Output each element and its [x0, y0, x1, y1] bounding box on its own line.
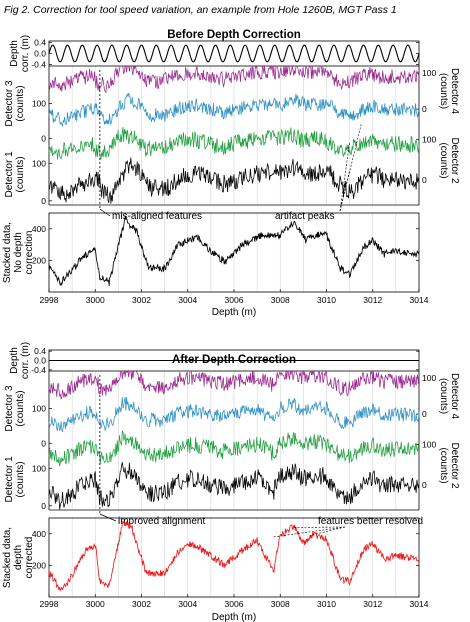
annotation-artifact-peaks: artifact peaks — [275, 211, 334, 222]
annotation-leader — [99, 208, 111, 217]
annotation-leader — [310, 526, 346, 536]
x-tick-label: 3014 — [410, 295, 429, 305]
x-axis-label: Depth (m) — [212, 307, 256, 318]
x-tick-label: 3000 — [86, 295, 105, 305]
series-line-detector4 — [48, 369, 420, 400]
detector-axis-label: Detector 2(counts) — [438, 442, 460, 489]
y-tick-label: 0 — [41, 133, 46, 143]
annotation-improved-alignment: improved alignment — [118, 516, 205, 527]
y-tick-label: 100 — [32, 404, 46, 414]
detector-axis-label: Detector 3(counts) — [4, 80, 26, 127]
detector-axis-label: Detector 3(counts) — [4, 385, 26, 432]
x-axis-label: Depth (m) — [212, 612, 256, 622]
x-tick-label: 3000 — [86, 599, 105, 609]
y-tick-label: 400 — [32, 224, 46, 234]
detector-axis-label: Detector 1(counts) — [4, 151, 26, 198]
x-tick-label: 3010 — [317, 599, 336, 609]
x-tick-label: 3008 — [271, 599, 290, 609]
series-line-stacked — [48, 215, 420, 286]
stacked-axis-label: Stacked data,No depthcorrection — [2, 222, 35, 283]
y-tick-label: 0.0 — [34, 356, 46, 366]
depth-correction-line — [48, 44, 420, 63]
y-tick-label: 200 — [32, 255, 46, 265]
x-tick-label: 3012 — [363, 295, 382, 305]
y-tick-label: 100 — [32, 158, 46, 168]
series-line-detector3 — [48, 93, 420, 128]
y-tick-label: 0 — [422, 175, 427, 185]
y-tick-label: 200 — [32, 560, 46, 570]
x-tick-label: 3012 — [363, 599, 382, 609]
depth-corr-label: Depthcorr. (m) — [9, 35, 31, 72]
y-tick-label: 0.4 — [34, 346, 46, 356]
y-tick-label: 100 — [422, 440, 436, 450]
y-tick-label: 0 — [41, 501, 46, 511]
section-title: Before Depth Correction — [167, 29, 301, 41]
annotation-leader — [99, 513, 117, 522]
y-tick-label: 0 — [422, 409, 427, 419]
series-line-detector1 — [48, 157, 420, 204]
y-tick-label: 100 — [422, 135, 436, 145]
series-line-detector4 — [48, 64, 420, 94]
series-line-detector2 — [48, 430, 420, 467]
x-tick-label: 3006 — [225, 599, 244, 609]
series-line-detector3 — [48, 396, 420, 432]
annotation-features-resolved: features better resolved — [318, 516, 423, 527]
series-line-detector2 — [48, 126, 420, 160]
y-tick-label: 100 — [422, 68, 436, 78]
detector-axis-label: Detector 2(counts) — [438, 137, 460, 184]
detector-axis-label: Detector 1(counts) — [4, 456, 26, 503]
x-tick-label: 3002 — [132, 295, 151, 305]
section-before: Before Depth Correction 0.4 0.0-0.4Depthco… — [2, 29, 460, 318]
y-tick-label: 100 — [32, 99, 46, 109]
y-tick-label: 100 — [422, 373, 436, 383]
x-tick-label: 3004 — [178, 599, 197, 609]
x-tick-label: 3010 — [317, 295, 336, 305]
detector-axis-label: Detector 4(counts) — [438, 373, 460, 420]
x-tick-label: 3014 — [410, 599, 429, 609]
y-tick-label: 0 — [422, 480, 427, 490]
y-tick-label: 0.0 — [34, 49, 46, 59]
depth-corr-label: Depthcorr. (m) — [9, 342, 31, 379]
y-tick-label: 400 — [32, 529, 46, 539]
y-tick-label: -0.4 — [31, 365, 46, 375]
stacked-axis-label: Stacked data,depthcorrected — [2, 527, 35, 588]
x-tick-label: 3004 — [178, 295, 197, 305]
x-tick-label: 3006 — [225, 295, 244, 305]
x-tick-label: 3002 — [132, 599, 151, 609]
section-after: After Depth Correction0.40.0-0.4Depthcor… — [2, 342, 460, 622]
series-line-stacked — [48, 520, 420, 592]
series-line-detector1 — [48, 462, 420, 510]
y-tick-label: 0 — [41, 196, 46, 206]
x-tick-label: 2998 — [40, 599, 59, 609]
x-tick-label: 2998 — [40, 295, 59, 305]
y-tick-label: 0 — [422, 104, 427, 114]
y-tick-label: 0 — [41, 438, 46, 448]
annotation-leader — [273, 526, 346, 538]
x-tick-label: 3008 — [271, 295, 290, 305]
detector-axis-label: Detector 4(counts) — [438, 68, 460, 115]
figure-title: Fig 2. Correction for tool speed variati… — [4, 4, 397, 16]
annotation-leader — [339, 124, 362, 212]
annotation-leader — [339, 142, 350, 212]
y-tick-label: -0.4 — [31, 60, 46, 70]
annotation-misaligned: mis-aligned features — [112, 211, 202, 222]
y-tick-label: 100 — [32, 463, 46, 473]
y-tick-label: 0.4 — [34, 37, 46, 47]
